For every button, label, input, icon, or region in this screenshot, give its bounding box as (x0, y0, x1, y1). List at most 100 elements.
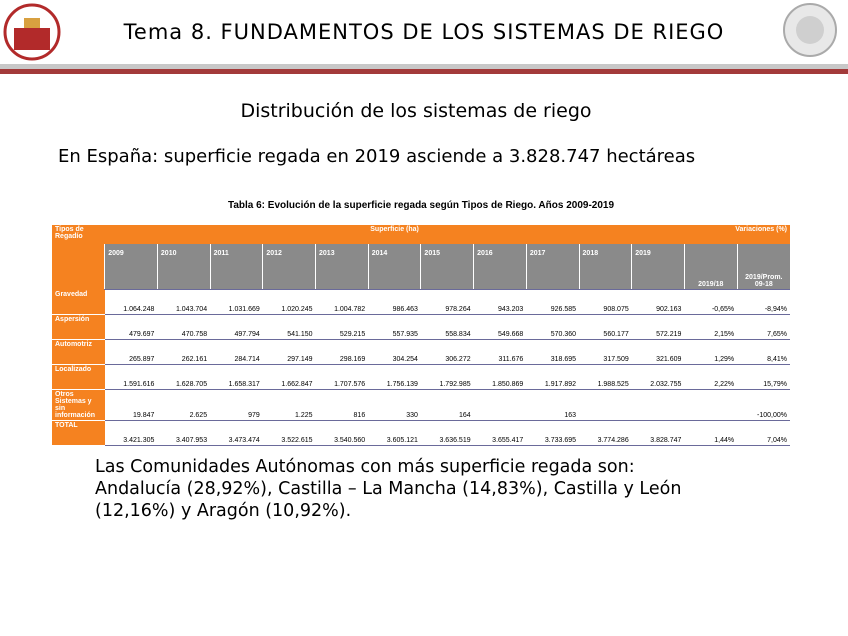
cell: 318.695 (526, 339, 580, 365)
cell: 265.897 (104, 339, 158, 365)
cell: 321.609 (631, 339, 685, 365)
group-header: Superficie (ha) (104, 225, 685, 244)
cell: 497.794 (210, 314, 263, 340)
cell: 1.031.669 (210, 289, 263, 315)
column-header: 2009 (104, 244, 158, 290)
cell: 3.473.474 (210, 420, 263, 446)
column-header: 2013 (315, 244, 369, 290)
data-table: Tipos de Regadío Superficie (ha) Variacion… (52, 225, 790, 446)
cell: -0,65% (684, 289, 738, 315)
table-row: Otros Sistemas y sin información 19.847 2.… (52, 389, 790, 421)
cell: 311.676 (473, 339, 527, 365)
cell: 1.628.705 (157, 364, 211, 390)
cell: 470.758 (157, 314, 211, 340)
cell: 1,29% (684, 339, 738, 365)
cell: 3.655.417 (473, 420, 527, 446)
cell: 1.707.576 (315, 364, 369, 390)
cell: 1.020.245 (262, 289, 316, 315)
cell: 557.935 (368, 314, 421, 340)
cell (579, 389, 632, 421)
table-row: Localizado 1.591.616 1.628.705 1.658.317 1.6… (52, 364, 790, 390)
header-line (0, 69, 848, 74)
cell: 816 (315, 389, 369, 421)
column-header: 2016 (473, 244, 527, 290)
cell: 978.264 (420, 289, 474, 315)
cell: 304.254 (368, 339, 421, 365)
column-header-row: 2009 2010 2011 2012 2013 2014 2015 2016 2017 2018… (52, 244, 790, 290)
column-header: 2011 (209, 244, 263, 290)
cell: 3.540.560 (315, 420, 369, 446)
slide-title: Tema 8. FUNDAMENTOS DE LOS SISTEMAS DE R… (123, 20, 725, 44)
column-header: 2018 (578, 244, 632, 290)
row-label: Localizado (52, 364, 105, 390)
cell: 560.177 (579, 314, 632, 340)
cell (684, 389, 738, 421)
cell: 926.585 (526, 289, 580, 315)
cell: 3.421.305 (104, 420, 158, 446)
paragraph: Las Comunidades Autónomas con más superf… (95, 456, 681, 522)
cell: 297.149 (262, 339, 316, 365)
column-header: 2014 (367, 244, 421, 290)
cell: -100,00% (737, 389, 790, 421)
cell: 262.161 (157, 339, 211, 365)
cell: 558.834 (420, 314, 474, 340)
crest-logo (783, 3, 837, 57)
table-row: Aspersión 479.697 470.758 497.794 541.150 529… (52, 314, 790, 340)
row-label: Gravedad (52, 289, 105, 315)
cell: 3.605.121 (368, 420, 421, 446)
cell: 1.043.704 (157, 289, 211, 315)
group-header: Tipos de Regadío (52, 225, 105, 290)
group-header: Variaciones (%) (684, 225, 790, 244)
cell: 1.662.847 (262, 364, 316, 390)
cell: 570.360 (526, 314, 580, 340)
paragraph-line: (12,16%) y Aragón (10,92%). (95, 501, 352, 521)
column-header: 2019/18 (683, 244, 738, 290)
cell: 1,44% (684, 420, 738, 446)
row-label: Aspersión (52, 314, 105, 340)
table-row: Automotriz 265.897 262.161 284.714 297.149 29… (52, 339, 790, 365)
paragraph-line: Las Comunidades Autónomas con más superf… (95, 457, 635, 477)
university-logo (3, 3, 61, 61)
cell: 3.407.953 (157, 420, 211, 446)
cell: 979 (210, 389, 263, 421)
cell: 1.004.782 (315, 289, 369, 315)
cell: 1.658.317 (210, 364, 263, 390)
cell: 163 (526, 389, 580, 421)
cell (631, 389, 685, 421)
column-header: 2019/Prom. 09-18 (736, 244, 790, 290)
table-row: Gravedad 1.064.248 1.043.704 1.031.669 1.020… (52, 289, 790, 315)
column-header: 2019 (631, 244, 685, 290)
table-caption: Tabla 6: Evolución de la superficie rega… (227, 200, 615, 211)
cell: 2,15% (684, 314, 738, 340)
cell: 549.668 (473, 314, 527, 340)
group-header-row: Tipos de Regadío Superficie (ha) Variacion… (52, 225, 790, 290)
cell: 284.714 (210, 339, 263, 365)
cell: 3.522.615 (262, 420, 316, 446)
cell: 3.733.695 (526, 420, 580, 446)
row-label: Automotriz (52, 339, 105, 365)
cell: 2.625 (157, 389, 211, 421)
cell: 306.272 (420, 339, 474, 365)
cell: -8,94% (737, 289, 790, 315)
cell: 3.636.519 (420, 420, 474, 446)
cell: 15,79% (737, 364, 790, 390)
cell: 298.169 (315, 339, 369, 365)
header-graphics (0, 3, 848, 74)
cell: 164 (420, 389, 474, 421)
cell: 986.463 (368, 289, 421, 315)
cell: 908.075 (579, 289, 632, 315)
cell: 1.917.892 (526, 364, 580, 390)
row-label: TOTAL (52, 420, 105, 446)
cell: 7,65% (737, 314, 790, 340)
table-row: TOTAL 3.421.305 3.407.953 3.473.474 3.522.61… (52, 420, 790, 446)
cell: 330 (368, 389, 421, 421)
cell: 1.988.525 (579, 364, 632, 390)
cell: 3.774.286 (579, 420, 632, 446)
cell: 541.150 (262, 314, 316, 340)
header-line (0, 64, 848, 69)
cell: 317.509 (579, 339, 632, 365)
cell: 902.163 (631, 289, 685, 315)
cell: 479.697 (104, 314, 158, 340)
cell: 529.215 (315, 314, 369, 340)
